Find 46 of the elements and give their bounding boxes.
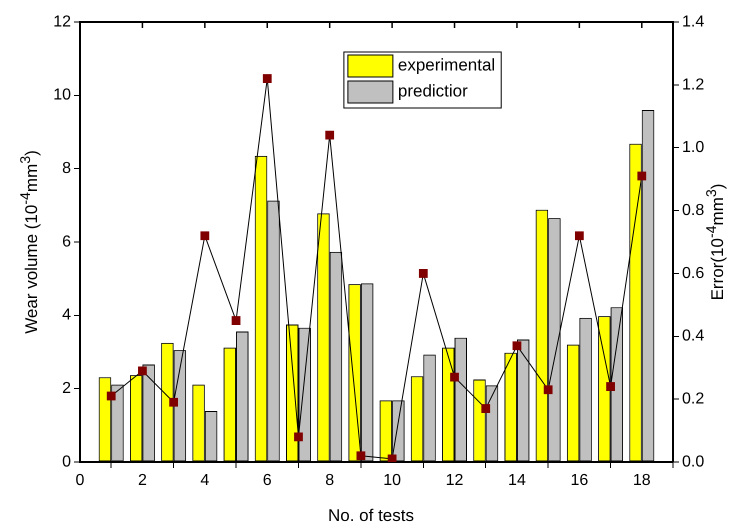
y2-tick-label: 1.2: [682, 76, 704, 94]
y-tick-label: 10: [53, 86, 72, 104]
point: [637, 172, 646, 180]
x-tick-label: 2: [138, 472, 147, 490]
legend-label: experimental: [398, 56, 496, 75]
legend-label: predictior: [398, 82, 468, 101]
point: [356, 451, 366, 460]
point: [262, 74, 272, 83]
point: [544, 385, 553, 394]
point: [138, 366, 147, 376]
point: [169, 398, 178, 407]
x-tick-label: 10: [383, 472, 402, 490]
point: [450, 372, 459, 382]
y2-tick-label: 0.2: [682, 390, 704, 408]
point: [418, 269, 428, 278]
y-tick-label: 4: [62, 306, 72, 324]
y-tick-label: 0: [62, 453, 72, 470]
x-tick-label: 4: [200, 472, 210, 490]
y-tick-label: 12: [53, 13, 72, 30]
point: [106, 392, 116, 400]
y2-tick-label: 1.4: [682, 13, 704, 30]
y-tick-label: 2: [62, 380, 72, 398]
point: [606, 382, 615, 391]
x-tick-label: 14: [508, 472, 526, 490]
x-tick-label: 8: [325, 472, 334, 490]
x-tick-label: 0: [76, 472, 85, 490]
y2-tick-label: 0.0: [682, 453, 704, 470]
point: [512, 341, 522, 350]
y2-tick-label: 1.0: [682, 139, 704, 156]
y2-tick-label: 0.6: [682, 264, 704, 282]
x-axis-title: No. of tests: [328, 506, 414, 526]
point: [574, 231, 584, 240]
point: [325, 130, 334, 140]
point: [388, 454, 396, 462]
y-tick-label: 6: [62, 233, 72, 250]
x-tick-label: 16: [570, 472, 588, 490]
point: [481, 404, 490, 413]
y2-tick-label: 0.8: [682, 202, 704, 219]
x-tick-label: 6: [262, 472, 272, 490]
x-tick-label: 12: [446, 472, 464, 490]
y2-tick-label: 0.4: [682, 328, 704, 345]
point: [232, 316, 240, 325]
y-tick-label: 8: [62, 160, 72, 178]
x-tick-label: 18: [632, 472, 651, 490]
point: [294, 432, 303, 442]
point: [200, 231, 210, 240]
